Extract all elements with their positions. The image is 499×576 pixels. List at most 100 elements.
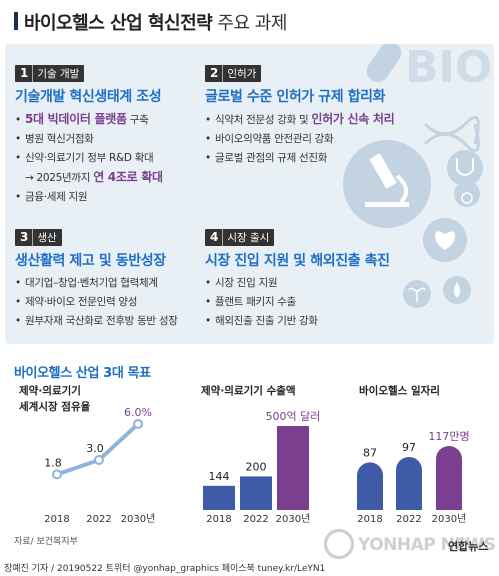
bar xyxy=(396,456,422,510)
title-bold: 바이오헬스 산업 혁신전략 xyxy=(24,13,213,34)
plant-icon xyxy=(403,280,431,308)
dna-icon xyxy=(423,115,480,153)
item-text: 금융·세제 지원 xyxy=(25,191,88,203)
list-item: • 해외진출 진출 기반 강화 xyxy=(205,315,318,327)
list-item: • 금융·세제 지원 xyxy=(15,191,88,203)
source-note: 자료/ 보건복지부 xyxy=(14,537,78,547)
logo-text: YONHAP NEWS xyxy=(358,535,496,555)
section-number: 4 xyxy=(210,229,224,246)
item-text: 바이오의약품 안전관리 강화 xyxy=(215,133,334,145)
item-text: 병원 혁신거점화 xyxy=(25,133,94,145)
section-tag: 시장 출시 xyxy=(227,232,270,244)
section-badge: 4 시장 출시 xyxy=(205,229,275,246)
item-text: 제약·바이오 전문인력 양성 xyxy=(25,296,138,308)
x-tick-label: 2030년 xyxy=(276,513,311,525)
list-item: • 5대 빅데이터 플랫폼 구축 xyxy=(15,112,149,126)
data-label: 1.8 xyxy=(44,456,62,469)
section-badge: 2 인허가 xyxy=(205,65,262,82)
x-tick-label: 2022 xyxy=(86,514,111,525)
list-item: • 바이오의약품 안전관리 강화 xyxy=(205,133,334,145)
section-badge: 1 기술 개발 xyxy=(15,65,85,82)
tasks-card: BIO xyxy=(5,44,494,344)
section-tag: 생산 xyxy=(37,232,57,244)
title-light: 주요 과제 xyxy=(212,13,287,34)
data-label: 87 xyxy=(363,446,377,459)
bar xyxy=(203,485,235,510)
data-label: 200 xyxy=(246,460,267,473)
section-4: 4 시장 출시 시장 진입 지원 및 해외진출 촉진 • 시장 진입 지원 • 플랜트… xyxy=(205,226,390,331)
section-number: 1 xyxy=(20,65,34,82)
item-text: 신약·의료기기 정부 R&D 확대 xyxy=(25,152,154,164)
data-point xyxy=(133,419,143,429)
item-text: 글로벌 관점의 규제 선진화 xyxy=(215,152,328,164)
drop-icon xyxy=(443,276,471,304)
credit-text: 장예진 기자 / 20190522 트위터 @yonhap_graphics 페… xyxy=(4,564,326,574)
bar xyxy=(240,476,272,510)
data-point xyxy=(52,469,62,480)
item-text: 대기업–창업·벤처기업 협력체계 xyxy=(25,277,158,289)
chart-title: 바이오헬스 일자리 xyxy=(359,384,440,397)
header: 바이오헬스 산업 혁신전략 주요 과제 xyxy=(0,0,499,40)
data-label: 117만명 xyxy=(428,430,469,443)
section-number: 3 xyxy=(20,229,34,246)
chart-title: 제약·의료기기 xyxy=(19,384,81,397)
section-2: 2 인허가 글로벌 수준 인허가 규제 합리화 • 식약처 전문성 강화 및 인허가… xyxy=(205,62,395,168)
section-title: 시장 진입 지원 및 해외진출 촉진 xyxy=(205,253,390,269)
list-item: • 플랜트 패키지 수출 xyxy=(205,296,296,308)
x-tick-label: 2030년 xyxy=(121,513,156,525)
section-number: 2 xyxy=(210,65,224,82)
list-item: • 병원 혁신거점화 xyxy=(15,133,94,145)
section-3: 3 생산 생산활력 제고 및 동반성장 • 대기업–창업·벤처기업 협력체계 • 제약… xyxy=(15,226,178,331)
highlight-text: 연 4조로 확대 xyxy=(93,170,163,184)
highlight-text: 5대 빅데이터 플랫폼 xyxy=(25,112,127,126)
bar xyxy=(436,446,462,510)
data-label: 144 xyxy=(209,470,230,483)
item-text: 해외진출 진출 기반 강화 xyxy=(215,315,318,327)
chart-title: 제약·의료기기 수출액 xyxy=(201,384,296,397)
bar xyxy=(357,462,383,510)
chart-title: 세계시장 점유율 xyxy=(19,400,91,413)
bio-text: BIO xyxy=(405,44,492,93)
page-title: 바이오헬스 산업 혁신전략 주요 과제 xyxy=(24,9,287,35)
x-tick-label: 2018 xyxy=(44,514,69,525)
list-item: • 시장 진입 지원 xyxy=(205,277,278,289)
list-item: • 식약처 전문성 강화 및 인허가 신속 처리 xyxy=(205,112,395,126)
x-tick-label: 2022 xyxy=(243,514,268,525)
section-title: 기술개발 혁신생태계 조성 xyxy=(15,89,162,105)
item-text: → 2025년까지 xyxy=(25,172,94,184)
data-label: 97 xyxy=(402,441,416,454)
data-label: 500억 달러 xyxy=(266,410,321,423)
section-badge: 3 생산 xyxy=(15,229,62,246)
data-label: 3.0 xyxy=(86,442,104,455)
highlight-text: 인허가 신속 처리 xyxy=(311,112,395,126)
heart-icon xyxy=(423,218,467,262)
credit-line: 장예진 기자 / 20190522 트위터 @yonhap_graphics 페… xyxy=(0,554,499,576)
logo-sub: 연합뉴스 xyxy=(448,540,489,553)
list-item: → 2025년까지 연 4조로 확대 xyxy=(15,168,163,188)
section-items: • 식약처 전문성 강화 및 인허가 신속 처리 • 바이오의약품 안전관리 강화 … xyxy=(205,110,395,168)
section-items: • 시장 진입 지원 • 플랜트 패키지 수출 • 해외진출 진출 기반 강화 xyxy=(205,274,390,331)
section-title: 글로벌 수준 인허가 규제 합리화 xyxy=(205,89,386,105)
logo-circle-icon xyxy=(324,529,354,559)
item-text: 원부자재 국산화로 전후방 동반 성장 xyxy=(25,315,178,327)
x-tick-label: 2018 xyxy=(357,514,382,525)
microscope-icon xyxy=(343,140,431,228)
item-text: 식약처 전문성 강화 및 xyxy=(215,114,312,126)
data-point xyxy=(94,455,104,465)
stethoscope-icon xyxy=(447,150,483,186)
pill-icon xyxy=(366,44,402,83)
list-item: • 글로벌 관점의 규제 선진화 xyxy=(205,152,328,164)
x-tick-label: 2022 xyxy=(396,514,421,525)
yonhap-logo: YONHAP NEWS 연합뉴스 xyxy=(318,525,498,565)
title-accent-bar xyxy=(14,12,18,30)
list-item: • 대기업–창업·벤처기업 협력체계 xyxy=(15,277,158,289)
section-tag: 인허가 xyxy=(227,68,257,80)
section-1: 1 기술 개발 기술개발 혁신생태계 조성 • 5대 빅데이터 플랫폼 구축 • 병원… xyxy=(15,62,163,207)
section-items: • 5대 빅데이터 플랫폼 구축 • 병원 혁신거점화 • 신약·의료기기 정부 R&… xyxy=(15,110,163,207)
section-title: 생산활력 제고 및 동반성장 xyxy=(15,253,166,269)
section-items: • 대기업–창업·벤처기업 협력체계 • 제약·바이오 전문인력 양성 • 원부자재 … xyxy=(15,274,178,331)
list-item: • 제약·바이오 전문인력 양성 xyxy=(15,296,138,308)
section-tag: 기술 개발 xyxy=(37,68,80,80)
item-text: 시장 진입 지원 xyxy=(215,277,278,289)
